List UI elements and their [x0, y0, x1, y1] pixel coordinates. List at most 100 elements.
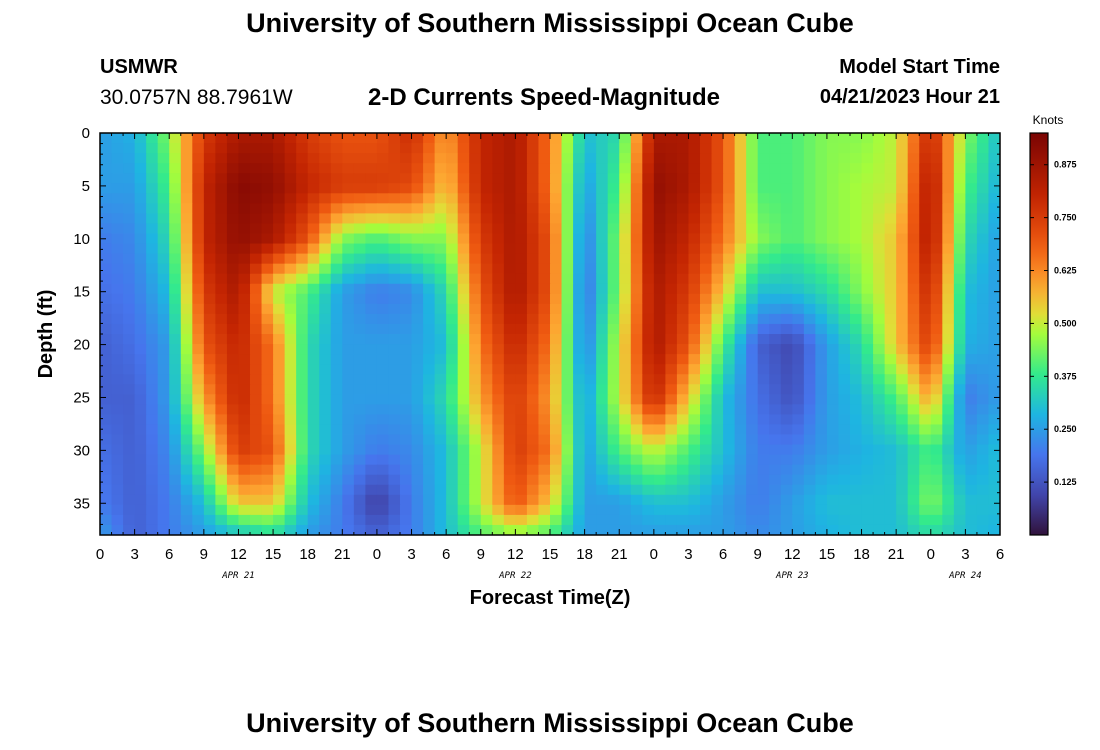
- heatmap-cell: [192, 455, 204, 466]
- heatmap-cell: [827, 284, 839, 295]
- heatmap-cell: [250, 354, 262, 365]
- heatmap-cell: [285, 183, 297, 194]
- heatmap-cell: [769, 213, 781, 224]
- heatmap-cell: [377, 244, 389, 255]
- heatmap-cell: [931, 143, 943, 154]
- heatmap-cell: [504, 264, 516, 275]
- heatmap-cell: [227, 465, 239, 476]
- heatmap-cell: [804, 354, 816, 365]
- heatmap-cell: [388, 304, 400, 315]
- heatmap-cell: [665, 374, 677, 385]
- colorbar-tick-label: 0.875: [1054, 160, 1077, 170]
- heatmap-cell: [688, 344, 700, 355]
- heatmap-cell: [804, 364, 816, 375]
- heatmap-cell: [146, 234, 158, 245]
- heatmap-cell: [862, 424, 874, 435]
- heatmap-cell: [550, 193, 562, 204]
- heatmap-cell: [792, 244, 804, 255]
- heatmap-cell: [885, 244, 897, 255]
- heatmap-cell: [135, 264, 147, 275]
- heatmap-cell: [896, 294, 908, 305]
- heatmap-cell: [504, 334, 516, 345]
- heatmap-cell: [585, 193, 597, 204]
- heatmap-cell: [654, 414, 666, 425]
- heatmap-cell: [746, 213, 758, 224]
- heatmap-cell: [596, 384, 608, 395]
- heatmap-cell: [204, 153, 216, 164]
- heatmap-cell: [123, 294, 135, 305]
- heatmap-cell: [815, 334, 827, 345]
- heatmap-cell: [573, 173, 585, 184]
- heatmap-cell: [319, 274, 331, 285]
- heatmap-cell: [435, 384, 447, 395]
- heatmap-cell: [238, 394, 250, 405]
- heatmap-cell: [238, 274, 250, 285]
- heatmap-cell: [550, 254, 562, 265]
- heatmap-cell: [885, 404, 897, 415]
- heatmap-cell: [631, 163, 643, 174]
- heatmap-cell: [712, 445, 724, 456]
- heatmap-cell: [285, 133, 297, 144]
- heatmap-cell: [100, 153, 112, 164]
- heatmap-cell: [931, 515, 943, 526]
- heatmap-cell: [192, 505, 204, 516]
- heatmap-cell: [423, 515, 435, 526]
- heatmap-cell: [435, 223, 447, 234]
- heatmap-cell: [285, 304, 297, 315]
- heatmap-cell: [412, 404, 424, 415]
- heatmap-cell: [308, 173, 320, 184]
- heatmap-cell: [296, 153, 308, 164]
- heatmap-cell: [273, 213, 285, 224]
- heatmap-cell: [504, 173, 516, 184]
- heatmap-cell: [815, 153, 827, 164]
- heatmap-cell: [885, 254, 897, 265]
- heatmap-cell: [285, 384, 297, 395]
- heatmap-cell: [619, 304, 631, 315]
- heatmap-cell: [515, 153, 527, 164]
- heatmap-cell: [873, 274, 885, 285]
- heatmap-cell: [469, 254, 481, 265]
- heatmap-cell: [965, 264, 977, 275]
- heatmap-cell: [735, 254, 747, 265]
- heatmap-cell: [365, 525, 377, 536]
- heatmap-cell: [308, 354, 320, 365]
- heatmap-cell: [238, 384, 250, 395]
- heatmap-cell: [642, 234, 654, 245]
- heatmap-cell: [550, 404, 562, 415]
- heatmap-cell: [146, 294, 158, 305]
- heatmap-cell: [135, 173, 147, 184]
- heatmap-cell: [204, 505, 216, 516]
- heatmap-cell: [919, 213, 931, 224]
- heatmap-cell: [562, 183, 574, 194]
- heatmap-cell: [677, 223, 689, 234]
- heatmap-cell: [873, 404, 885, 415]
- heatmap-cell: [654, 505, 666, 516]
- x-date-label: APR 24: [948, 571, 982, 581]
- heatmap-cell: [942, 244, 954, 255]
- heatmap-cell: [100, 414, 112, 425]
- heatmap-cell: [504, 404, 516, 415]
- heatmap-cell: [192, 364, 204, 375]
- heatmap-cell: [850, 163, 862, 174]
- heatmap-cell: [262, 404, 274, 415]
- heatmap-cell: [146, 495, 158, 506]
- heatmap-cell: [838, 465, 850, 476]
- heatmap-cell: [931, 465, 943, 476]
- heatmap-cell: [423, 213, 435, 224]
- heatmap-cell: [435, 424, 447, 435]
- heatmap-cell: [158, 414, 170, 425]
- heatmap-cell: [735, 304, 747, 315]
- heatmap-cell: [562, 455, 574, 466]
- heatmap-cell: [550, 314, 562, 325]
- heatmap-cell: [435, 203, 447, 214]
- heatmap-cell: [458, 475, 470, 486]
- heatmap-cell: [400, 234, 412, 245]
- heatmap-cell: [700, 334, 712, 345]
- heatmap-cell: [412, 213, 424, 224]
- heatmap-cell: [423, 525, 435, 536]
- heatmap-cell: [492, 465, 504, 476]
- heatmap-cell: [700, 183, 712, 194]
- heatmap-cell: [596, 223, 608, 234]
- heatmap-cell: [862, 384, 874, 395]
- heatmap-cell: [654, 394, 666, 405]
